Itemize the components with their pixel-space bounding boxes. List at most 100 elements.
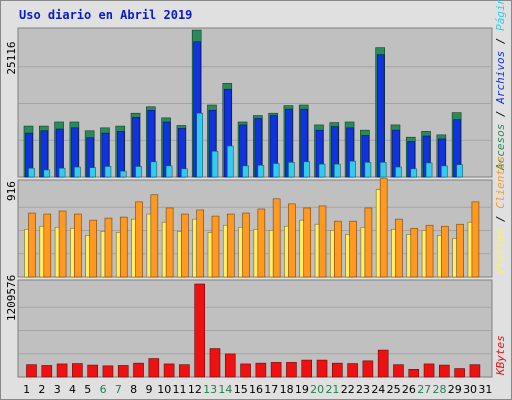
bar-archivos-11: [181, 168, 188, 178]
legend-item-paginas: Archivos: [494, 51, 507, 105]
x-label-day-6: 6: [100, 383, 107, 396]
bar-clientes-25: [395, 218, 403, 278]
bar-archivos-22: [349, 160, 356, 178]
bar-clientes-18: [288, 203, 296, 278]
bar-paginas-7: [116, 131, 125, 178]
bar-kbytes-16: [255, 362, 267, 378]
x-label-day-4: 4: [69, 383, 76, 396]
bar-kbytes-6: [102, 365, 114, 378]
bar-kbytes-5: [87, 364, 98, 378]
bar-archivos-10: [165, 165, 173, 178]
legend-item-visitas_panel2: Visitas: [494, 229, 507, 275]
x-label-day-27: 27: [417, 383, 431, 396]
bar-kbytes-30: [469, 364, 481, 378]
x-label-day-9: 9: [145, 383, 152, 396]
bar-kbytes-9: [148, 358, 160, 378]
legend-panel-3: KBytes: [494, 335, 507, 376]
bar-archivos-5: [89, 167, 96, 178]
bar-kbytes-13: [209, 348, 221, 378]
bar-clientes-8: [135, 201, 143, 278]
bar-clientes-15: [242, 212, 250, 278]
bar-kbytes-26: [408, 369, 420, 378]
bar-archivos-16: [257, 164, 265, 178]
x-label-day-7: 7: [115, 383, 122, 396]
x-label-day-22: 22: [341, 383, 355, 396]
bar-kbytes-20: [316, 359, 328, 378]
bar-kbytes-19: [301, 359, 313, 378]
legend-text-panel-2: Visitas / Clientes: [494, 156, 507, 275]
bar-paginas-24: [376, 54, 385, 178]
bar-kbytes-24: [377, 349, 389, 378]
bar-archivos-25: [395, 166, 402, 178]
x-label-day-20: 20: [310, 383, 324, 396]
bar-archivos-17: [272, 163, 280, 178]
bar-kbytes-23: [362, 360, 374, 378]
bar-archivos-4: [74, 166, 81, 178]
bar-archivos-12: [196, 112, 203, 178]
x-label-day-13: 13: [203, 383, 217, 396]
legend-panel-1: Accesos / Archivos / Páginas: [494, 0, 507, 171]
bar-archivos-3: [58, 167, 66, 178]
bar-clientes-1: [28, 212, 36, 278]
bar-kbytes-12: [194, 283, 205, 378]
x-label-day-5: 5: [84, 383, 91, 396]
x-label-day-29: 29: [448, 383, 462, 396]
panel-2-max-label: 916: [5, 181, 18, 201]
bar-archivos-8: [135, 166, 142, 178]
bar-clientes-23: [364, 207, 373, 278]
bar-clientes-29: [456, 223, 464, 278]
bar-clientes-19: [303, 207, 312, 278]
bar-clientes-9: [150, 194, 159, 278]
x-label-day-8: 8: [130, 383, 137, 396]
x-label-day-24: 24: [371, 383, 385, 396]
bar-clientes-28: [441, 225, 449, 278]
bar-archivos-27: [425, 162, 433, 178]
x-label-day-2: 2: [38, 383, 45, 396]
bar-clientes-7: [119, 216, 128, 278]
bar-clientes-4: [74, 213, 82, 278]
x-label-day-26: 26: [402, 383, 416, 396]
x-label-day-30: 30: [463, 383, 477, 396]
x-label-day-15: 15: [234, 383, 248, 396]
legend-item-clientes: Clientes: [494, 156, 507, 209]
bar-clientes-16: [257, 208, 266, 278]
legend-separator: /: [494, 209, 507, 229]
bars: [23, 29, 481, 378]
bar-kbytes-3: [56, 363, 68, 378]
bar-archivos-24: [379, 162, 387, 178]
bar-kbytes-18: [286, 362, 297, 378]
bar-kbytes-4: [72, 363, 83, 378]
bar-archivos-21: [334, 163, 341, 178]
bar-clientes-26: [410, 227, 419, 278]
bar-kbytes-22: [347, 363, 358, 378]
bar-kbytes-11: [179, 364, 190, 378]
bar-kbytes-15: [240, 363, 251, 378]
bar-kbytes-2: [41, 365, 53, 378]
legend-separator: /: [494, 104, 507, 124]
x-axis-labels: 1 2 3 4 5 6 7 8 9 10 11 12 13 14 15 16 17 18 19 20 21 22 23 24 2…: [23, 383, 492, 396]
bar-clientes-13: [211, 215, 220, 278]
bar-clientes-3: [58, 210, 67, 278]
bar-kbytes-1: [26, 364, 37, 378]
bar-archivos-29: [456, 164, 463, 178]
bar-clientes-5: [89, 219, 97, 278]
x-label-day-21: 21: [325, 383, 339, 396]
bar-clientes-30: [471, 201, 480, 278]
legend-separator: /: [494, 31, 507, 51]
bar-kbytes-25: [393, 364, 404, 378]
bar-clientes-27: [425, 224, 434, 278]
x-label-day-16: 16: [249, 383, 263, 396]
bar-clientes-17: [272, 198, 281, 278]
bar-clientes-2: [43, 213, 52, 278]
bar-archivos-28: [441, 165, 448, 178]
x-label-day-10: 10: [157, 383, 171, 396]
bar-kbytes-14: [224, 353, 236, 378]
bar-clientes-24: [379, 178, 388, 278]
bar-kbytes-7: [117, 365, 129, 378]
bar-archivos-2: [43, 169, 51, 178]
x-label-day-23: 23: [356, 383, 370, 396]
x-label-day-18: 18: [280, 383, 294, 396]
bar-clientes-12: [196, 209, 204, 278]
bar-clientes-11: [181, 213, 189, 278]
